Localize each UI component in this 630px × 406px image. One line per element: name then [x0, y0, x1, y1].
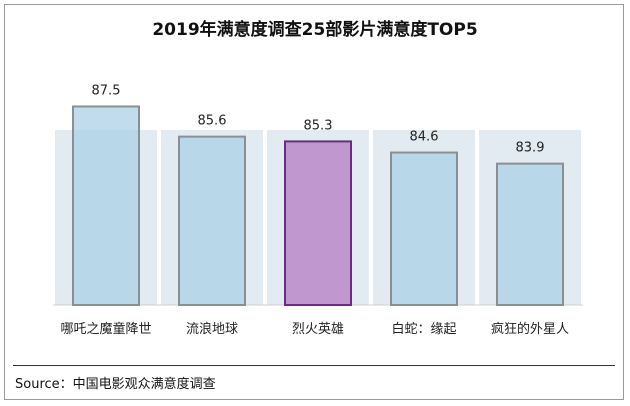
data-label: 83.9: [516, 141, 545, 156]
source-note: Source：中国电影观众满意度调查: [15, 377, 216, 392]
bar: [72, 105, 140, 307]
bar: [390, 151, 458, 306]
bar-chart: 87.5 哪吒之魔童降世 85.6 流浪地球 85.3 烈火英雄 84.6 白蛇：缘起 83.9…: [53, 83, 583, 337]
category-label: 哪吒之魔童降世: [60, 321, 151, 337]
source-divider: [13, 365, 615, 366]
category-label: 流浪地球: [186, 322, 238, 337]
data-label: 85.6: [198, 114, 227, 129]
bar: [284, 140, 352, 306]
data-label: 87.5: [92, 83, 121, 98]
category-label: 烈火英雄: [292, 322, 344, 337]
bar: [178, 135, 246, 306]
bar: [496, 162, 564, 306]
data-label: 84.6: [410, 130, 439, 145]
chart-frame: 2019年满意度调查25部影片满意度TOP5 87.5 哪吒之魔童降世 85.6 流浪…: [4, 4, 624, 400]
data-label: 85.3: [304, 118, 333, 133]
chart-title: 2019年满意度调查25部影片满意度TOP5: [152, 20, 478, 40]
category-label: 疯狂的外星人: [491, 321, 569, 337]
category-label: 白蛇：缘起: [391, 321, 456, 337]
